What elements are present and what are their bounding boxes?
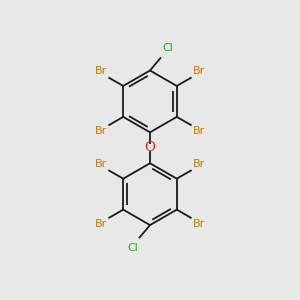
Text: Br: Br bbox=[94, 159, 107, 169]
Text: O: O bbox=[145, 141, 155, 154]
Text: Br: Br bbox=[94, 66, 107, 76]
Text: Br: Br bbox=[193, 126, 206, 136]
Text: Br: Br bbox=[193, 66, 206, 76]
Text: Br: Br bbox=[94, 126, 107, 136]
Text: Br: Br bbox=[193, 159, 206, 169]
Text: Cl: Cl bbox=[127, 243, 138, 253]
Text: Br: Br bbox=[94, 219, 107, 229]
Text: Cl: Cl bbox=[162, 43, 173, 53]
Text: Br: Br bbox=[193, 219, 206, 229]
